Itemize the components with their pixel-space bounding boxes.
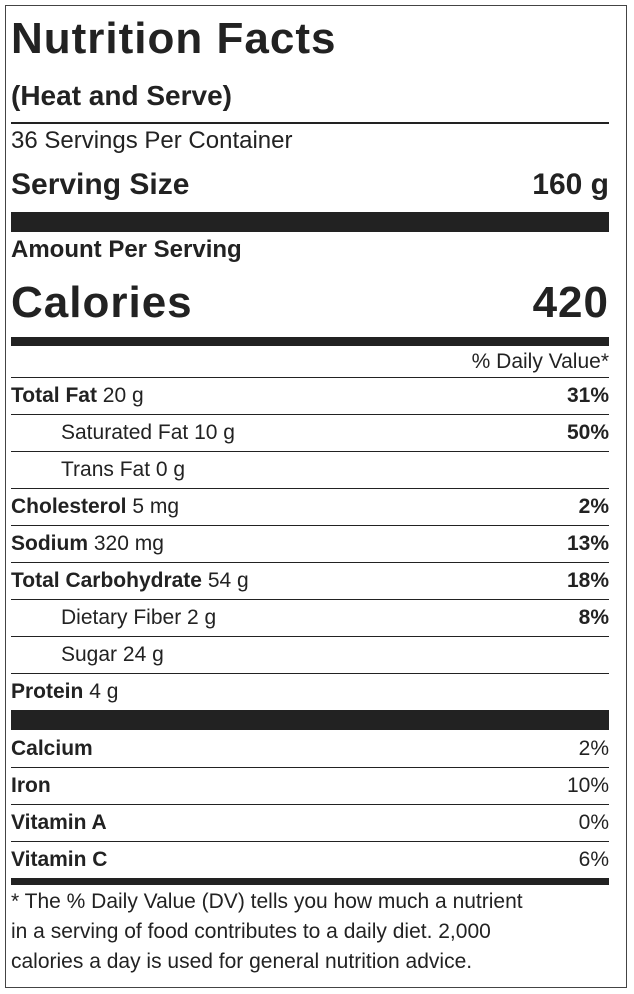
nutrient-dv: 13% (566, 532, 609, 555)
vitamin-dv: 10% (566, 774, 609, 797)
nutrient: Total Carbohydrate 54 g (11, 569, 249, 593)
nutrient: Total Fat 20 g (11, 384, 144, 408)
nutrient-amount: 4 g (89, 680, 119, 703)
nutrient-name: Sodium (11, 532, 88, 555)
footnote: * The % Daily Value (DV) tells you how m… (11, 884, 609, 977)
serving-size: Serving Size 160 g (11, 158, 609, 212)
subtitle: (Heat and Serve) (11, 80, 232, 111)
vitamin-dv: 2% (578, 736, 609, 760)
nutrient-amount: 10 g (194, 421, 235, 444)
nutrient-row: Total Fat 20 g 31% (11, 377, 609, 414)
nutrient-name: Trans Fat (61, 458, 151, 481)
vitamin-row: Calcium 2% (11, 730, 609, 767)
label-content: Nutrition Facts (Heat and Serve) 36 Serv… (11, 8, 609, 977)
vitamin-name: Calcium (11, 736, 93, 760)
vitamin-row: Vitamin A 0% (11, 804, 609, 841)
nutrient-amount: 320 mg (93, 532, 164, 555)
footnote-line: in a serving of food contributes to a da… (11, 920, 491, 943)
nutrient-name: Dietary Fiber (61, 606, 182, 629)
nutrient-amount: 24 g (122, 643, 164, 666)
vitamin-name: Vitamin C (11, 848, 108, 871)
thick-rule (11, 212, 609, 232)
nutrient: Trans Fat 0 g (61, 458, 185, 482)
vitamin-row: Iron 10% (11, 767, 609, 804)
nutrient-dv: 31% (566, 384, 609, 407)
nutrient-row: Sugar 24 g (11, 636, 609, 673)
nutrient-dv: 2% (578, 495, 609, 518)
nutrient-row: Sodium 320 mg 13% (11, 525, 609, 562)
vitamin-list: Calcium 2% Iron 10% Vitamin A 0% Vitamin C 6% (11, 730, 609, 878)
nutrient-row: Total Carbohydrate 54 g 18% (11, 562, 609, 599)
calories-label: Calories (11, 277, 193, 327)
nutrient: Sodium 320 mg (11, 532, 164, 556)
daily-value-header: % Daily Value* (11, 345, 609, 377)
nutrient-amount: 5 mg (132, 495, 180, 518)
serving-size-label: Serving Size (11, 168, 190, 201)
amount-per-serving: Amount Per Serving (11, 236, 242, 263)
thick-rule (11, 878, 609, 884)
nutrient: Dietary Fiber 2 g (61, 606, 216, 630)
title: Nutrition Facts (11, 14, 337, 63)
footnote-line: calories a day is used for general nutri… (11, 950, 473, 973)
nutrient-row: Saturated Fat 10 g 50% (11, 414, 609, 451)
servings: 36 Servings Per Container (11, 122, 609, 158)
nutrition-label (5, 5, 627, 988)
footnote-line: * The % Daily Value (DV) tells you how m… (11, 890, 523, 913)
nutrient-name: Total Carbohydrate (11, 569, 202, 592)
nutrient-row: Trans Fat 0 g (11, 451, 609, 488)
nutrient-name: Saturated Fat (61, 421, 189, 444)
nutrient-dv: 50% (566, 421, 609, 444)
nutrient-list: Total Fat 20 g 31% Saturated Fat 10 g 50% Tr… (11, 377, 609, 710)
nutrient-amount: 2 g (187, 606, 217, 629)
thick-rule (11, 710, 609, 730)
vitamin-name: Iron (11, 774, 51, 797)
calories-value: 420 (532, 277, 609, 327)
nutrient: Saturated Fat 10 g (61, 421, 235, 445)
nutrient-name: Protein (11, 680, 84, 703)
nutrient-row: Protein 4 g (11, 673, 609, 710)
nutrient-name: Total Fat (11, 384, 97, 407)
nutrient-name: Sugar (61, 643, 118, 666)
nutrient-row: Dietary Fiber 2 g 8% (11, 599, 609, 636)
nutrient-amount: 0 g (155, 458, 186, 481)
calories: Calories 420 (11, 268, 609, 337)
nutrient: Cholesterol 5 mg (11, 495, 179, 519)
thick-rule (11, 337, 609, 345)
nutrient-dv: 18% (566, 569, 609, 592)
vitamin-row: Vitamin C 6% (11, 841, 609, 878)
vitamin-dv: 0% (578, 811, 609, 834)
nutrient-amount: 54 g (207, 569, 249, 592)
nutrient-name: Cholesterol (11, 495, 127, 518)
vitamin-dv: 6% (578, 848, 609, 871)
nutrient-amount: 20 g (102, 384, 144, 407)
vitamin-name: Vitamin A (11, 811, 107, 834)
nutrient: Sugar 24 g (61, 643, 164, 667)
nutrient-dv: 8% (578, 606, 609, 629)
serving-size-value: 160 g (532, 168, 609, 201)
nutrient-row: Cholesterol 5 mg 2% (11, 488, 609, 525)
nutrient: Protein 4 g (11, 680, 118, 704)
